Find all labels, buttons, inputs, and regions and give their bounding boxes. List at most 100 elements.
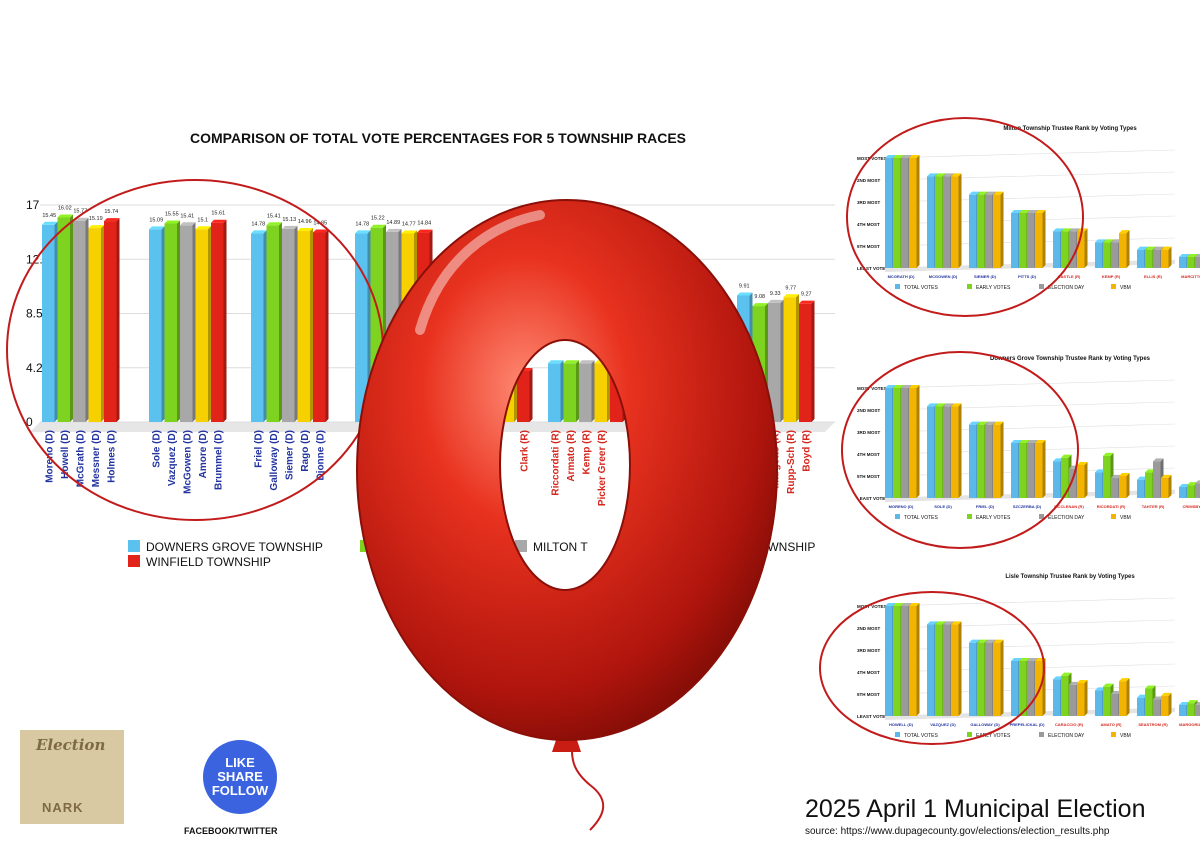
mini-bar-top: [927, 403, 938, 407]
mini-candidate-label: VAZQUEZ (D): [930, 722, 956, 727]
mini-bar-top: [977, 191, 988, 195]
bar-g1-b0: [149, 226, 165, 422]
bar-g6-b2-side: [780, 299, 784, 422]
mini-bar-front: [1195, 705, 1200, 716]
mini-bar-top: [1077, 680, 1088, 683]
candidate-label: Picker Greer (R): [597, 430, 608, 506]
bar-g1-b3-side: [208, 226, 211, 422]
mini-bar: [951, 621, 962, 716]
mini-bar-front: [1077, 465, 1085, 498]
mini-bar-front: [951, 624, 959, 716]
mini-bar-top: [951, 403, 962, 407]
mini-rank-label: 5TH MOST: [857, 244, 880, 249]
mini-bar-top: [1111, 691, 1122, 694]
mini-legend-swatch: [967, 514, 972, 519]
mini-bar-front: [935, 176, 943, 268]
mini-chart-title: Milton Township Trustee Rank by Voting T…: [1003, 126, 1137, 132]
candidate-label: McGrath (D): [75, 430, 86, 487]
bar-g3-b1-top: [370, 224, 386, 228]
mini-bar-front: [1153, 699, 1161, 716]
like-text: LIKE: [225, 755, 255, 770]
candidate-label: Siemer (D): [284, 430, 295, 480]
mini-bar-top: [1145, 246, 1156, 250]
candidate-label: Vazquez (D): [167, 430, 178, 486]
mini-bar-top: [1137, 694, 1148, 698]
mini-bar-front: [1035, 213, 1043, 268]
bar-g2-b4-front: [313, 232, 326, 422]
mini-gridline: [884, 149, 1176, 159]
mini-bar-top: [1061, 454, 1072, 458]
mini-rank-label: LEAST VOTES: [857, 714, 888, 719]
bar-g2-b2-side: [294, 225, 298, 422]
mini-bar-front: [1119, 233, 1127, 268]
mini-legend-swatch: [895, 732, 900, 737]
bar-g1-b1-side: [177, 220, 180, 422]
mini-bar-front: [1019, 213, 1027, 268]
legend-label: OWNSHIP: [758, 540, 815, 554]
mini-bar: [993, 639, 1004, 716]
mini-bar-top: [1103, 239, 1114, 243]
mini-bar-top: [1053, 228, 1064, 232]
mini-bar-front: [985, 194, 993, 268]
mini-bar-top: [1095, 687, 1106, 691]
bar-g3-b2-top: [386, 228, 402, 232]
mini-gridline: [884, 379, 1176, 389]
bar-g2-b0-front: [251, 233, 264, 422]
mini-rank-label: LEAST VOTES: [857, 266, 888, 271]
mini-legend-label: EARLY VOTES: [976, 733, 1011, 739]
bar-g4-b4: [517, 367, 533, 422]
mini-candidate-label: MORENO (D): [889, 504, 914, 509]
mini-bar-front: [943, 406, 951, 498]
mini-bar-top: [1179, 484, 1190, 487]
mini-legend-swatch: [1111, 284, 1116, 289]
mini-bar-top: [993, 191, 1004, 195]
like-share-follow-badge[interactable]: LIKE SHARE FOLLOW: [203, 740, 277, 814]
bar-g0-b2-front: [73, 220, 86, 422]
mini-bar-top: [1153, 696, 1164, 700]
mini-bar-side: [958, 173, 962, 268]
mini-bar-side: [1042, 210, 1046, 268]
mini-bar-front: [985, 424, 993, 498]
bar-g5-b0-front: [548, 363, 561, 422]
mini-bar-top: [1061, 228, 1072, 232]
mini-bar: [1161, 474, 1172, 498]
mini-bar-front: [927, 624, 935, 716]
bar-g1-b2-front: [180, 225, 193, 422]
mini-bar-top: [1187, 482, 1198, 486]
bar-g6-b2-top: [768, 299, 784, 303]
bar-g2-b2: [282, 225, 298, 422]
mini-legend-label: VBM: [1120, 515, 1131, 521]
mini-bar-top: [969, 191, 980, 195]
mini-bar-top: [893, 603, 904, 606]
mini-bar: [1119, 678, 1130, 716]
mini-bar-top: [977, 639, 988, 643]
mini-bar-front: [901, 158, 909, 268]
bar-g0-b2: [73, 217, 89, 422]
mini-legend-label: TOTAL VOTES: [904, 733, 938, 739]
main-chart-title: COMPARISON OF TOTAL VOTE PERCENTAGES FOR…: [190, 130, 686, 146]
bar-g3-b4-top: [417, 229, 433, 233]
bar-g6-b2-front: [768, 302, 781, 422]
bar-g0-b3-front: [88, 228, 101, 422]
mini-bar: [909, 155, 920, 268]
value-label: 15.45: [42, 213, 56, 219]
mini-candidate-label: AMATO (R): [1101, 722, 1123, 727]
legend-label: WINFIELD TOWNSHIP: [146, 555, 271, 569]
mini-bar: [909, 603, 920, 716]
mini-bar-top: [935, 173, 946, 177]
candidate-label: Sole (D): [151, 430, 162, 468]
mini-bar-front: [1137, 697, 1145, 716]
mini-bar-front: [909, 606, 917, 716]
mini-bar-front: [1187, 703, 1195, 716]
bar-g2-b3-front: [297, 231, 310, 422]
mini-bar-top: [1195, 480, 1200, 484]
mini-bar-top: [1153, 246, 1164, 250]
mini-bar-front: [943, 176, 951, 268]
mini-bar-top: [927, 173, 938, 177]
mini-bar-front: [951, 176, 959, 268]
mini-bar-top: [1019, 658, 1030, 661]
mini-bar-top: [985, 421, 996, 425]
value-label: 14.78: [251, 221, 265, 227]
mini-bar-front: [1019, 443, 1027, 498]
